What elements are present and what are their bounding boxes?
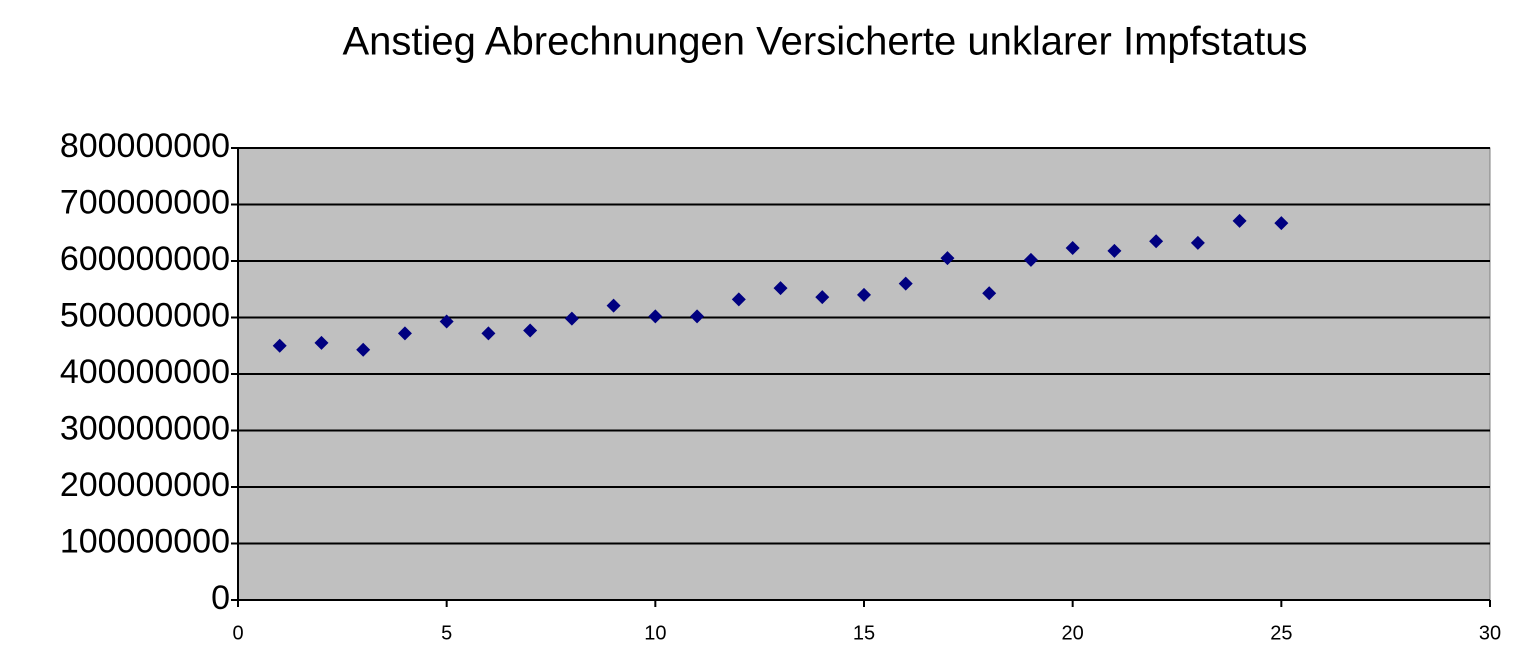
point (1065, 241, 1080, 256)
point (314, 335, 329, 350)
x-tick-label: 0 (232, 622, 243, 644)
point (731, 292, 746, 307)
point (523, 323, 538, 338)
y-tick-label: 100000000 (60, 522, 230, 560)
point (272, 338, 287, 353)
point (690, 309, 705, 324)
point (940, 251, 955, 266)
chart-title: Anstieg Abrechnungen Versicherte unklare… (343, 20, 1308, 64)
y-tick-label: 700000000 (60, 183, 230, 221)
point (982, 286, 997, 301)
x-tick-label: 10 (644, 622, 666, 644)
point (397, 326, 412, 341)
point (1107, 243, 1122, 258)
point (564, 311, 579, 326)
y-tick-label: 0 (211, 579, 230, 617)
point (773, 281, 788, 296)
y-tick-label: 800000000 (60, 127, 230, 165)
y-tick-label: 300000000 (60, 409, 230, 447)
point (1023, 252, 1038, 267)
point (356, 342, 371, 357)
y-tick-label: 600000000 (60, 240, 230, 278)
point (857, 287, 871, 302)
x-tick-label: 15 (853, 622, 875, 644)
y-tick-label: 400000000 (60, 353, 230, 391)
point (606, 298, 621, 313)
point (1190, 235, 1205, 250)
point (898, 276, 913, 291)
x-tick-label: 20 (1062, 622, 1084, 644)
y-tick-label: 200000000 (60, 466, 230, 504)
point (1274, 216, 1289, 231)
y-tick-label: 500000000 (60, 296, 230, 334)
x-tick-label: 25 (1270, 622, 1292, 644)
point (1149, 234, 1164, 249)
x-tick-label: 5 (441, 622, 452, 644)
point (439, 314, 454, 329)
point (481, 326, 496, 341)
point (815, 290, 830, 305)
x-tick-label: 30 (1479, 622, 1501, 644)
point (648, 309, 663, 324)
point (1232, 213, 1247, 228)
